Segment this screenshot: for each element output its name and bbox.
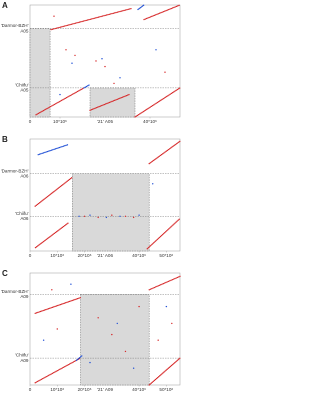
alignment-dot <box>56 328 58 330</box>
alignment-dot <box>95 60 97 62</box>
alignment-dot <box>71 62 73 64</box>
alignment-dot <box>132 216 135 219</box>
alignment-dot <box>111 214 113 216</box>
alignment-dot <box>89 214 91 216</box>
x-tick-label: 0 <box>29 387 32 392</box>
alignment-dot <box>164 71 166 73</box>
alignment-dot <box>105 216 108 219</box>
alignment-dot <box>132 367 135 369</box>
x-tick-label: 10*10⁶ <box>53 119 67 124</box>
y-axis-label: A06 <box>20 174 29 179</box>
x-axis-label: '21' A05 <box>97 119 114 124</box>
alignment-dot <box>74 54 76 57</box>
y-axis-label: A09 <box>20 294 29 299</box>
alignment-dot <box>119 215 121 217</box>
x-tick-label: 20*10⁶ <box>78 253 92 258</box>
alignment-dot <box>157 339 159 341</box>
shaded-region <box>29 28 51 118</box>
alignment-dot <box>65 49 67 51</box>
alignment-dot <box>124 350 127 353</box>
alignment-dot <box>97 216 99 219</box>
x-tick-label: 40*10⁶ <box>132 387 146 392</box>
x-axis-label: '21' A09 <box>97 387 114 392</box>
alignment-dot <box>101 58 103 60</box>
alignment-dot <box>70 283 72 285</box>
alignment-dot <box>83 215 86 217</box>
alignment-dot <box>111 333 113 336</box>
alignment-dot <box>97 317 99 319</box>
y-axis-label: 'Chiifu' <box>15 82 29 87</box>
y-axis-label: A05 <box>20 28 29 33</box>
x-tick-label: 50*10⁶ <box>159 253 173 258</box>
alignment-dot <box>113 82 115 85</box>
alignment-dot <box>116 322 118 325</box>
y-axis-label: 'Darmor-BZH' <box>1 168 29 173</box>
alignment-dot <box>124 215 127 217</box>
x-tick-label: 40*10⁶ <box>143 119 157 124</box>
alignment-line <box>83 4 145 89</box>
alignment-dot <box>138 214 140 216</box>
panel-label: A <box>2 1 8 10</box>
alignment-dot <box>104 65 106 68</box>
alignment-line <box>75 355 83 362</box>
panel-label: C <box>2 269 8 278</box>
y-axis-label: A05 <box>20 88 29 93</box>
alignment-line <box>35 4 181 118</box>
alignment-dot <box>53 15 55 17</box>
x-tick-label: 10*10⁶ <box>50 387 64 392</box>
alignment-dot <box>155 49 157 51</box>
alignment-line <box>34 140 181 250</box>
alignment-dot <box>42 339 45 341</box>
y-axis-label: 'Chiifu' <box>15 211 29 216</box>
x-tick-label: 40*10⁶ <box>132 253 146 258</box>
shaded-region <box>80 294 150 386</box>
y-axis-label: 'Darmor-BZH' <box>1 289 29 294</box>
panel-label: B <box>2 135 8 144</box>
alignment-dot <box>119 77 121 79</box>
x-tick-label: 10*10⁶ <box>50 253 64 258</box>
alignment-line <box>37 143 69 156</box>
alignment-dot <box>138 305 140 308</box>
x-tick-label: 0 <box>29 119 32 124</box>
shaded-region <box>72 173 150 252</box>
x-tick-label: 50*10⁶ <box>159 387 173 392</box>
x-tick-label: 0 <box>29 253 32 258</box>
alignment-dot <box>89 361 91 364</box>
x-axis-label: '21' A06 <box>97 253 114 258</box>
alignment-dot <box>51 289 53 291</box>
x-tick-label: 20*10⁶ <box>78 387 92 392</box>
alignment-dot <box>152 183 154 185</box>
shaded-region <box>89 87 136 118</box>
alignment-line <box>34 275 181 386</box>
y-axis-label: 'Darmor-BZH' <box>1 23 29 28</box>
alignment-dot <box>59 93 61 96</box>
alignment-dot <box>78 215 80 217</box>
alignment-dot <box>165 305 168 308</box>
alignment-dot <box>171 322 173 325</box>
y-axis-label: A09 <box>20 358 29 363</box>
y-axis-label: A06 <box>20 216 29 221</box>
page: A 'Darmor-BZH' A05 'Chiifu' A05 0 10*10⁶ 40*10⁶… <box>0 1 181 393</box>
y-axis-label: 'Chiifu' <box>15 353 29 358</box>
